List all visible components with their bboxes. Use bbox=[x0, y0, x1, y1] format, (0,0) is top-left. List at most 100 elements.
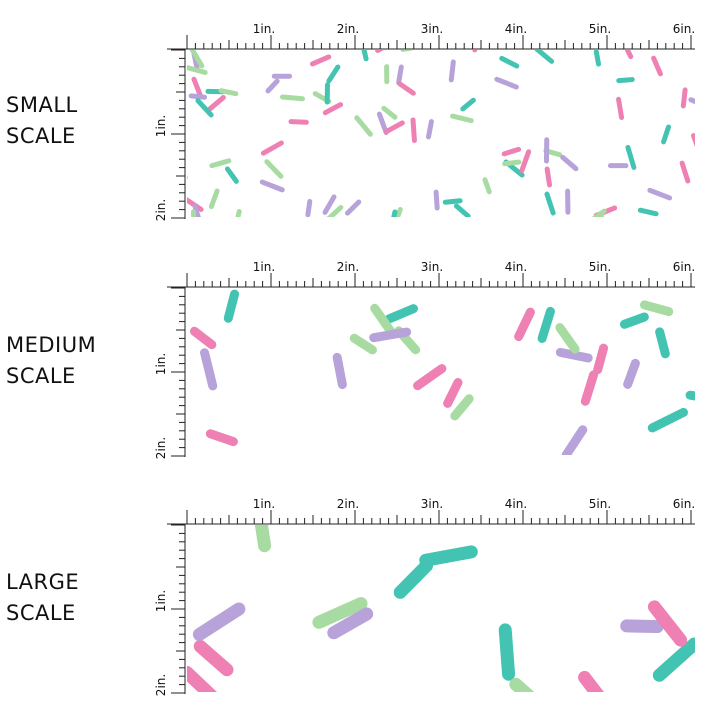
sprinkle bbox=[509, 677, 535, 692]
sprinkle bbox=[482, 177, 492, 195]
ruler-label: 5in. bbox=[589, 22, 611, 36]
ruler-label: 3in. bbox=[421, 260, 443, 274]
ruler-label: 6in. bbox=[673, 497, 695, 511]
sprinkle bbox=[205, 429, 238, 447]
sprinkle bbox=[189, 326, 217, 350]
sprinkle bbox=[647, 187, 673, 201]
sprinkle-pattern bbox=[187, 40, 695, 225]
sprinkle bbox=[322, 194, 337, 215]
sprinkle bbox=[561, 425, 588, 455]
sprinkle bbox=[560, 154, 579, 172]
sprinkle bbox=[370, 303, 398, 339]
ruler-label: 1in. bbox=[253, 497, 275, 511]
sprinkle bbox=[288, 119, 309, 125]
ruler-label: 2in. bbox=[154, 674, 168, 696]
ruler-label: 4in. bbox=[505, 260, 527, 274]
sprinkle bbox=[591, 208, 607, 217]
sprinkle bbox=[265, 78, 280, 94]
sprinkle bbox=[206, 95, 226, 113]
sprinkle bbox=[348, 221, 366, 225]
sprinkle bbox=[393, 559, 434, 599]
ruler-label: 1in. bbox=[253, 22, 275, 36]
sprinkle bbox=[384, 304, 419, 324]
sprinkle bbox=[188, 40, 202, 46]
ruler-label: 5in. bbox=[589, 497, 611, 511]
sprinkle bbox=[344, 199, 362, 216]
sprinkle bbox=[680, 87, 688, 109]
sprinkle bbox=[619, 312, 649, 329]
ruler-label: 4in. bbox=[505, 22, 527, 36]
sprinkle bbox=[264, 159, 284, 179]
sprinkle-pattern bbox=[189, 289, 695, 455]
sprinkle bbox=[195, 98, 214, 118]
small-scale-label: SMALL SCALE bbox=[6, 90, 78, 152]
label-line: LARGE bbox=[6, 570, 80, 594]
sprinkle bbox=[453, 203, 471, 217]
ruler-label: 1in. bbox=[154, 590, 168, 612]
large-scale-swatch: 1in. 2in. 3in. 4in. 5in. 6in. 1in. 2in. bbox=[0, 487, 720, 702]
sprinkle bbox=[639, 300, 674, 317]
sprinkle bbox=[326, 204, 344, 217]
sprinkle bbox=[578, 670, 604, 692]
sprinkle bbox=[200, 348, 218, 391]
sprinkle bbox=[514, 307, 535, 342]
sprinkle bbox=[324, 216, 327, 217]
sprinkle bbox=[189, 50, 205, 69]
sprinkle bbox=[188, 93, 208, 100]
label-line: MEDIUM bbox=[6, 333, 97, 357]
ruler-label: 6in. bbox=[673, 260, 695, 274]
sprinkle bbox=[326, 64, 341, 84]
sprinkle bbox=[332, 352, 347, 390]
sprinkle bbox=[661, 124, 672, 145]
sprinkle bbox=[544, 166, 553, 188]
sprinkle bbox=[191, 76, 204, 99]
small-scale-swatch: 1in. 2in. 3in. 4in. 5in. 6in. 1in. 2in. bbox=[0, 12, 720, 227]
sprinkle bbox=[448, 59, 456, 83]
sprinkle bbox=[494, 76, 519, 90]
ruler-label: 6in. bbox=[673, 22, 695, 36]
sprinkle bbox=[442, 198, 463, 205]
sprinkle bbox=[616, 96, 625, 120]
sprinkle bbox=[354, 115, 373, 137]
sprinkle bbox=[651, 55, 663, 77]
sprinkle bbox=[413, 364, 447, 391]
sprinkle bbox=[655, 327, 670, 359]
label-line: SCALE bbox=[6, 364, 76, 388]
sprinkle bbox=[187, 175, 188, 180]
sprinkle bbox=[688, 97, 695, 105]
label-line: SMALL bbox=[6, 93, 78, 117]
sprinkle bbox=[679, 160, 691, 184]
sprinkle bbox=[685, 390, 695, 401]
sprinkle bbox=[312, 597, 368, 629]
sprinkle bbox=[637, 207, 659, 217]
sprinkle bbox=[555, 323, 580, 354]
sprinkle bbox=[383, 120, 405, 135]
sprinkle-pattern bbox=[187, 525, 695, 692]
ruler-label: 1in. bbox=[154, 115, 168, 137]
sprinkle bbox=[280, 94, 306, 102]
sprinkle bbox=[593, 50, 602, 67]
sprinkle bbox=[208, 188, 220, 210]
sprinkle bbox=[394, 206, 403, 217]
sprinkle bbox=[322, 102, 344, 116]
ruler-label: 4in. bbox=[505, 497, 527, 511]
sprinkle bbox=[498, 623, 516, 681]
sprinkle bbox=[391, 209, 398, 217]
sprinkle bbox=[625, 144, 637, 170]
sprinkle bbox=[598, 213, 604, 217]
sprinkle bbox=[450, 394, 474, 421]
sprinkle bbox=[501, 146, 522, 157]
ruler-label: 5in. bbox=[589, 260, 611, 274]
sprinkle bbox=[192, 203, 201, 217]
sprinkle bbox=[544, 191, 556, 216]
sprinkle bbox=[499, 55, 520, 69]
sprinkle bbox=[647, 600, 688, 647]
sprinkle bbox=[443, 378, 463, 408]
ruler-label: 3in. bbox=[421, 497, 443, 511]
label-line: SCALE bbox=[6, 601, 76, 625]
sprinkle bbox=[593, 343, 609, 375]
sprinkle bbox=[309, 54, 332, 67]
sprinkle bbox=[620, 619, 664, 634]
sprinkle bbox=[235, 209, 242, 217]
sprinkle bbox=[555, 347, 593, 363]
